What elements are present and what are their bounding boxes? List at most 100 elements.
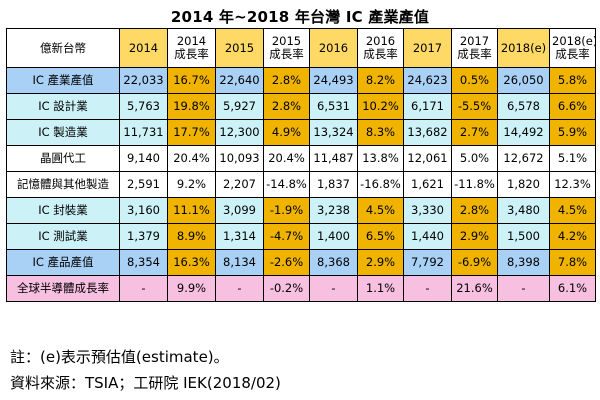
header-year: 2016 (309, 28, 358, 68)
table-row: IC 測試業 1,379 8.9% 1,314 -4.7% 1,400 6.5% 1,440 2… (6, 223, 596, 250)
growth-rate-cell: 2.9% (451, 223, 498, 250)
growth-rate-cell: 2.7% (451, 119, 498, 146)
growth-rate-cell: -0.2% (263, 275, 310, 302)
row-label: IC 產業產值 (6, 67, 120, 94)
value-cell: - (403, 275, 452, 302)
growth-rate-cell: -11.8% (451, 171, 498, 198)
growth-rate-cell: -1.9% (263, 197, 310, 224)
value-cell: - (309, 275, 358, 302)
ic-output-table: 億新台幣 2014 2014 成長率 2015 2015 成長率 2016 2016… (6, 28, 596, 302)
growth-rate-cell: 20.4% (263, 145, 310, 172)
row-label: IC 製造業 (6, 119, 120, 146)
growth-rate-cell: 5.1% (549, 145, 596, 172)
value-cell: 1,379 (119, 223, 168, 250)
header-rate: 2015 成長率 (263, 28, 310, 68)
growth-rate-cell: 5.9% (549, 119, 596, 146)
value-cell: 10,093 (215, 145, 264, 172)
value-cell: 3,330 (403, 197, 452, 224)
value-cell: 24,493 (309, 67, 358, 94)
table-row: IC 產業產值 22,033 16.7% 22,640 2.8% 24,493 8.2% 24… (6, 67, 596, 94)
value-cell: - (119, 275, 168, 302)
value-cell: 6,171 (403, 93, 452, 120)
growth-rate-cell: 9.9% (167, 275, 216, 302)
growth-rate-cell: 0.5% (451, 67, 498, 94)
value-cell: 13,682 (403, 119, 452, 146)
value-cell: 11,731 (119, 119, 168, 146)
value-cell: 13,324 (309, 119, 358, 146)
value-cell: 1,500 (497, 223, 550, 250)
growth-rate-cell: 2.9% (357, 249, 404, 276)
growth-rate-cell: 4.2% (549, 223, 596, 250)
value-cell: 7,792 (403, 249, 452, 276)
value-cell: 6,578 (497, 93, 550, 120)
header-year: 2017 (403, 28, 452, 68)
growth-rate-cell: -14.8% (263, 171, 310, 198)
growth-rate-cell: 20.4% (167, 145, 216, 172)
growth-rate-cell: 6.6% (549, 93, 596, 120)
header-corner: 億新台幣 (6, 28, 120, 68)
value-cell: 9,140 (119, 145, 168, 172)
value-cell: 26,050 (497, 67, 550, 94)
value-cell: 3,099 (215, 197, 264, 224)
table-row: 晶圓代工 9,140 20.4% 10,093 20.4% 11,487 13.8% 12,0… (6, 145, 596, 172)
value-cell: 22,640 (215, 67, 264, 94)
page-title: 2014 年~2018 年台灣 IC 產業產值 (170, 8, 430, 26)
value-cell: 3,480 (497, 197, 550, 224)
value-cell: 12,672 (497, 145, 550, 172)
value-cell: 2,207 (215, 171, 264, 198)
header-year: 2018(e) (497, 28, 550, 68)
row-label: IC 產品產值 (6, 249, 120, 276)
growth-rate-cell: 4.9% (263, 119, 310, 146)
growth-rate-cell: 16.7% (167, 67, 216, 94)
growth-rate-cell: 2.8% (451, 197, 498, 224)
row-label: 全球半導體成長率 (6, 275, 120, 302)
source-note: 資料來源：TSIA；工研院 IEK(2018/02) (10, 374, 281, 392)
value-cell: 8,354 (119, 249, 168, 276)
value-cell: 1,314 (215, 223, 264, 250)
value-cell: 12,061 (403, 145, 452, 172)
growth-rate-cell: 5.0% (451, 145, 498, 172)
value-cell: 11,487 (309, 145, 358, 172)
table-row: IC 製造業 11,731 17.7% 12,300 4.9% 13,324 8.3% 13,… (6, 119, 596, 146)
growth-rate-cell: 12.3% (549, 171, 596, 198)
value-cell: - (497, 275, 550, 302)
row-label: 晶圓代工 (6, 145, 120, 172)
growth-rate-cell: 17.7% (167, 119, 216, 146)
value-cell: 5,927 (215, 93, 264, 120)
value-cell: 12,300 (215, 119, 264, 146)
growth-rate-cell: 10.2% (357, 93, 404, 120)
header-rate: 2018(e) 成長率 (549, 28, 596, 68)
table-row: IC 產品產值 8,354 16.3% 8,134 -2.6% 8,368 2.9% 7,79… (6, 249, 596, 276)
growth-rate-cell: 8.3% (357, 119, 404, 146)
value-cell: 1,621 (403, 171, 452, 198)
growth-rate-cell: 4.5% (357, 197, 404, 224)
growth-rate-cell: 1.1% (357, 275, 404, 302)
growth-rate-cell: 4.5% (549, 197, 596, 224)
table-row: 全球半導體成長率 -9.9% - -0.2% -1.1% -21.6% -6.1% (6, 275, 596, 302)
growth-rate-cell: -2.6% (263, 249, 310, 276)
header-rate: 2016 成長率 (357, 28, 404, 68)
value-cell: 8,134 (215, 249, 264, 276)
value-cell: 22,033 (119, 67, 168, 94)
header-year: 2015 (215, 28, 264, 68)
growth-rate-cell: 16.3% (167, 249, 216, 276)
estimate-note: 註：(e)表示預估值(estimate)。 (10, 348, 229, 366)
table-row: IC 封裝業 3,160 11.1% 3,099 -1.9% 3,238 4.5% 3,330… (6, 197, 596, 224)
growth-rate-cell: -5.5% (451, 93, 498, 120)
value-cell: 24,623 (403, 67, 452, 94)
value-cell: 6,531 (309, 93, 358, 120)
header-row: 億新台幣 2014 2014 成長率 2015 2015 成長率 2016 2016… (6, 28, 596, 68)
row-label: IC 設計業 (6, 93, 120, 120)
header-year: 2014 (119, 28, 168, 68)
growth-rate-cell: 19.8% (167, 93, 216, 120)
value-cell: 8,398 (497, 249, 550, 276)
growth-rate-cell: -6.9% (451, 249, 498, 276)
growth-rate-cell: 7.8% (549, 249, 596, 276)
value-cell: 2,591 (119, 171, 168, 198)
value-cell: - (215, 275, 264, 302)
growth-rate-cell: 5.8% (549, 67, 596, 94)
header-rate: 2014 成長率 (167, 28, 216, 68)
value-cell: 3,238 (309, 197, 358, 224)
growth-rate-cell: 6.1% (549, 275, 596, 302)
value-cell: 1,400 (309, 223, 358, 250)
